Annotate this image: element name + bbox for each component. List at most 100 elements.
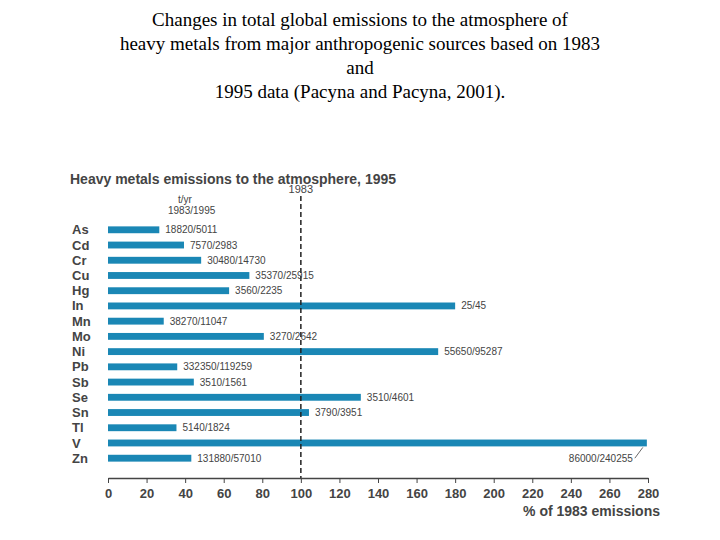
bar [108,287,229,294]
title: Changes in total global emissions to the… [152,9,568,30]
bar-label: 18820/5011 [165,224,218,235]
tick: 40 [178,478,192,501]
tick-mark [147,478,148,483]
tick-label: 140 [368,486,390,501]
tick-label: 180 [445,486,467,501]
x-axis-title: % of 1983 emissions [523,503,660,519]
bar [108,318,164,325]
tick-mark [262,478,263,483]
bar-label: 3560/2235 [235,285,283,296]
tick-label: 220 [522,486,544,501]
bars [108,196,647,478]
category-label: Cd [72,238,89,253]
tick-mark [224,478,225,483]
category-label: Mn [72,314,91,329]
bar-label: 3270/2642 [270,331,318,342]
title: and [346,57,374,78]
tick-mark [417,478,418,483]
category-label: Ni [72,344,85,359]
reference-label: 1983 [289,183,313,195]
tick-label: 240 [561,486,583,501]
bar [108,333,264,340]
tick-label: 280 [638,486,660,501]
title: 1995 data (Pacyna and Pacyna, 2001). [215,81,506,103]
label-header: t/yr [178,194,193,205]
bar [108,242,184,249]
label-header: 1983/1995 [168,205,216,216]
tick-label: 260 [599,486,621,501]
tick-label: 60 [217,486,231,501]
category-label: In [72,298,84,313]
tick: 260 [599,478,621,501]
category-label: Sb [72,375,89,390]
bar [108,409,309,416]
category-label: Mo [72,329,91,344]
bar [108,424,176,431]
tick: 220 [522,478,544,501]
bar [108,272,249,279]
category-label: Se [72,390,88,405]
tick: 80 [256,478,270,501]
chart: Changes in total global emissions to the… [0,0,720,540]
bar-label: 86000/240255 [569,453,633,464]
tick-mark [455,478,456,483]
bar-label: 38270/11047 [170,316,228,327]
bar [108,440,647,447]
bar [108,226,159,233]
bar-label: 332350/119259 [183,361,252,372]
bar [108,363,177,370]
tick-mark [301,478,302,483]
category-label: Tl [72,420,84,435]
bar [108,394,361,401]
tick: 200 [483,478,505,501]
category-label: Zn [72,451,88,466]
bar-label: 25/45 [461,300,486,311]
title: heavy metals from major anthropogenic so… [120,33,600,54]
category-label: Pb [72,359,89,374]
tick: 240 [561,478,583,501]
bar [108,303,455,310]
tick: 140 [368,478,390,501]
subtitle: Heavy metals emissions to the atmosphere… [70,171,396,187]
category-label: Cr [72,253,86,268]
tick: 100 [291,478,313,501]
tick-mark [339,478,340,483]
category-label: Sn [72,405,89,420]
tick-label: 0 [105,486,112,501]
tick-mark [185,478,186,483]
tick-mark [494,478,495,483]
bar-labels: 18820/5011 7570/2983 30480/14730 35370/2591… [165,224,643,463]
bar-label: 5140/1824 [182,422,230,433]
bar-label: 30480/14730 [207,255,266,266]
category-label: V [72,436,81,451]
tick: 280 [638,478,660,501]
tick-label: 80 [256,486,270,501]
tick: 20 [140,478,154,501]
tick-label: 100 [291,486,313,501]
tick-mark [571,478,572,483]
bar [108,257,201,264]
tick-mark [378,478,379,483]
tick-label: 40 [178,486,192,501]
tick-mark [532,478,533,483]
bar-label: 3510/4601 [367,392,415,403]
tick-label: 120 [329,486,351,501]
leader-line [635,447,643,458]
bar-label: 7570/2983 [190,240,238,251]
tick-label: 200 [483,486,505,501]
tick: 60 [217,478,231,501]
tick-label: 160 [406,486,428,501]
tick-label: 20 [140,486,154,501]
bar-label: 3510/1561 [200,377,248,388]
bar-label: 3790/3951 [315,407,363,418]
category-label: As [72,222,89,237]
tick-mark [108,478,109,483]
bar-label: 131880/57010 [197,453,261,464]
bar-label: 35370/25915 [255,270,314,281]
bar [108,348,438,355]
tick: 160 [406,478,428,501]
bar [108,379,194,386]
category-label: Hg [72,283,89,298]
tick: 0 [105,478,112,501]
bar-label: 55650/95287 [444,346,503,357]
